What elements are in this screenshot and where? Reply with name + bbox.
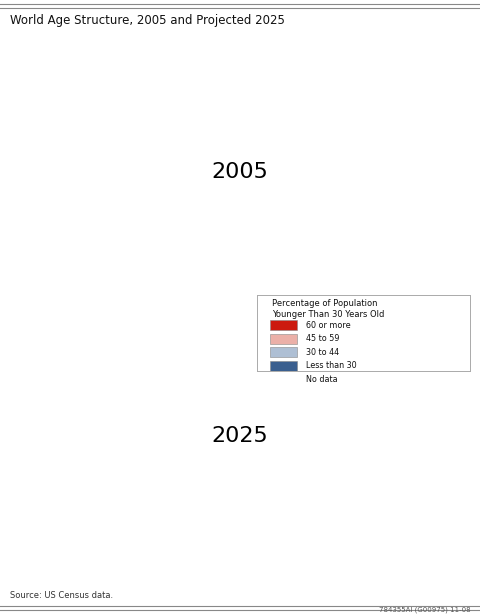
Text: No data: No data [306, 375, 337, 384]
Text: 784355AI (G00975) 11-08: 784355AI (G00975) 11-08 [379, 606, 470, 613]
Bar [270, 334, 298, 344]
Text: 45 to 59: 45 to 59 [306, 335, 339, 343]
Text: 2005: 2005 [212, 162, 268, 182]
Text: 2025: 2025 [212, 426, 268, 446]
Bar [270, 374, 298, 384]
Bar [270, 360, 298, 371]
Text: Source: US Census data.: Source: US Census data. [10, 591, 113, 600]
Text: Percentage of Population
Younger Than 30 Years Old: Percentage of Population Younger Than 30… [272, 299, 384, 319]
Text: 60 or more: 60 or more [306, 321, 350, 330]
Bar [270, 348, 298, 357]
Text: World Age Structure, 2005 and Projected 2025: World Age Structure, 2005 and Projected … [10, 14, 285, 26]
Text: 30 to 44: 30 to 44 [306, 348, 339, 357]
Text: Less than 30: Less than 30 [306, 361, 357, 370]
Bar [270, 321, 298, 330]
